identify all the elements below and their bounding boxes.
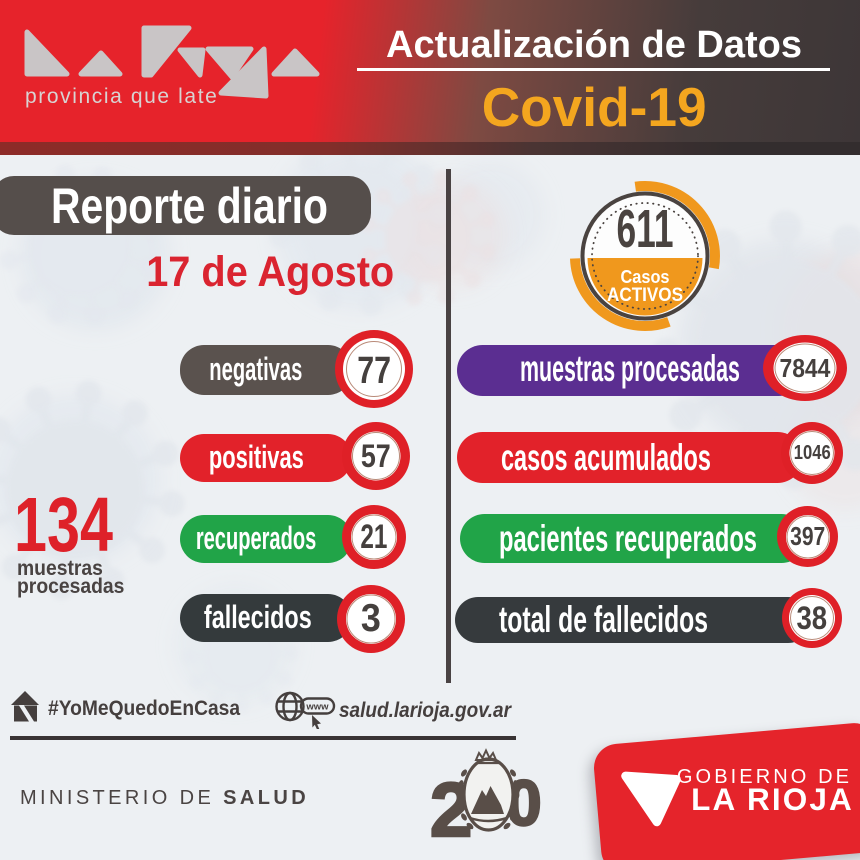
svg-text:ACTIVOS: ACTIVOS	[607, 285, 683, 306]
svg-text:Casos: Casos	[621, 266, 670, 287]
svg-text:www: www	[305, 702, 329, 713]
svg-text:611: 611	[617, 199, 674, 259]
